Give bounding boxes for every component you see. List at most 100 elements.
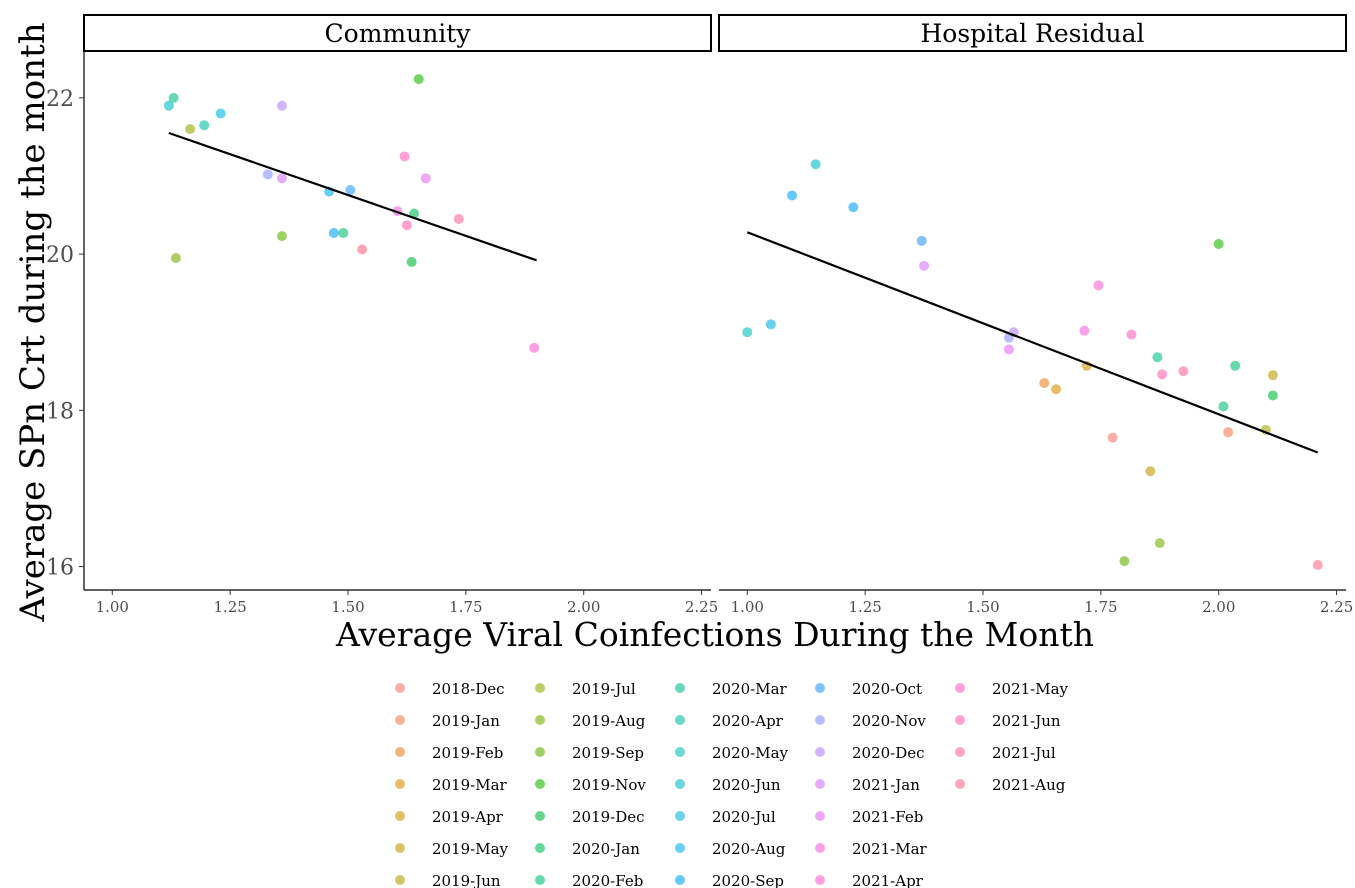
x-tick-label: 2.00 xyxy=(1202,598,1235,616)
legend-key xyxy=(815,811,825,821)
legend-label: 2020-Mar xyxy=(712,680,788,698)
legend-label: 2021-Apr xyxy=(852,872,924,888)
data-point xyxy=(163,100,174,111)
data-point xyxy=(1079,325,1090,336)
data-point xyxy=(185,124,196,135)
x-tick-label: 1.75 xyxy=(449,598,482,616)
data-point xyxy=(1145,466,1156,477)
legend-key xyxy=(955,715,965,725)
data-point xyxy=(742,327,753,338)
data-point xyxy=(1223,427,1234,438)
data-point xyxy=(1178,366,1189,377)
data-point xyxy=(168,92,179,103)
data-point xyxy=(1119,556,1130,567)
x-tick-label: 1.75 xyxy=(1084,598,1117,616)
x-tick-label: 1.25 xyxy=(848,598,881,616)
legend-label: 2019-May xyxy=(432,840,509,858)
data-point xyxy=(765,319,776,330)
legend-key xyxy=(535,811,545,821)
legend-label: 2021-Jan xyxy=(852,776,920,794)
data-point xyxy=(1230,360,1241,371)
legend-label: 2021-Jul xyxy=(992,744,1056,762)
legend-key xyxy=(675,715,685,725)
data-point xyxy=(916,235,927,246)
legend-label: 2019-Jun xyxy=(432,872,501,888)
data-point xyxy=(1154,538,1165,549)
data-point xyxy=(1093,280,1104,291)
data-point xyxy=(1107,432,1118,443)
legend-key xyxy=(395,683,405,693)
legend-label: 2019-Sep xyxy=(572,744,644,762)
legend-label: 2020-Feb xyxy=(572,872,643,888)
legend-key xyxy=(675,779,685,789)
legend-label: 2019-Jul xyxy=(572,680,636,698)
y-tick-label: 20 xyxy=(46,243,74,268)
legend-key xyxy=(815,875,825,885)
legend-label: 2018-Dec xyxy=(432,680,505,698)
data-point xyxy=(406,256,417,267)
data-point xyxy=(345,185,356,196)
data-point xyxy=(1267,370,1278,381)
y-tick-label: 22 xyxy=(46,87,74,112)
data-point xyxy=(1312,560,1323,571)
legend-key xyxy=(815,683,825,693)
legend-label: 2019-Apr xyxy=(432,808,504,826)
data-point xyxy=(787,190,798,201)
legend-key xyxy=(395,747,405,757)
data-point xyxy=(277,173,287,184)
data-point xyxy=(1157,369,1168,380)
legend-label: 2021-Aug xyxy=(992,776,1066,794)
legend-key xyxy=(535,715,545,725)
trend-line xyxy=(746,231,1319,454)
legend-key xyxy=(535,779,545,789)
legend-key xyxy=(815,779,825,789)
legend-key xyxy=(815,715,825,725)
legend-key xyxy=(815,747,825,757)
data-point xyxy=(399,151,410,162)
legend-label: 2020-Apr xyxy=(712,712,784,730)
data-point xyxy=(919,260,930,271)
legend-label: 2020-Aug xyxy=(712,840,786,858)
data-point xyxy=(328,228,339,239)
legend-label: 2021-Jun xyxy=(992,712,1061,730)
legend-key xyxy=(535,875,545,885)
legend-key xyxy=(955,683,965,693)
legend-label: 2020-Sep xyxy=(712,872,784,888)
x-tick-label: 2.25 xyxy=(1320,598,1353,616)
data-point xyxy=(199,120,210,131)
data-point xyxy=(262,169,273,180)
y-tick-label: 16 xyxy=(46,556,74,581)
x-axis-title: Average Viral Coinfections During the Mo… xyxy=(335,615,1094,654)
legend-label: 2020-May xyxy=(712,744,789,762)
legend-key xyxy=(395,811,405,821)
data-point xyxy=(215,108,226,119)
legend-label: 2020-Jul xyxy=(712,808,776,826)
legend-label: 2019-Mar xyxy=(432,776,508,794)
legend-label: 2019-Aug xyxy=(572,712,646,730)
facet-strip-community xyxy=(83,14,712,52)
x-tick-label: 1.25 xyxy=(213,598,246,616)
legend-label: 2021-May xyxy=(992,680,1069,698)
legend-key xyxy=(675,875,685,885)
data-point xyxy=(1218,401,1229,412)
legend-label: 2019-Feb xyxy=(432,744,503,762)
data-point xyxy=(1126,329,1137,340)
legend-key xyxy=(955,747,965,757)
legend-key xyxy=(535,843,545,853)
legend-key xyxy=(815,843,825,853)
data-point xyxy=(170,253,181,264)
data-point xyxy=(1003,344,1014,355)
legend-label: 2020-Nov xyxy=(852,712,926,730)
legend-label: 2020-Dec xyxy=(852,744,925,762)
data-point xyxy=(357,244,368,255)
x-tick-label: 1.00 xyxy=(96,598,129,616)
legend-label: 2021-Mar xyxy=(852,840,928,858)
data-point xyxy=(1051,384,1062,395)
x-tick-label: 1.50 xyxy=(966,598,999,616)
data-point xyxy=(277,100,287,111)
legend-key xyxy=(675,843,685,853)
legend-label: 2019-Dec xyxy=(572,808,645,826)
x-tick-label: 1.50 xyxy=(331,598,364,616)
legend-key xyxy=(675,811,685,821)
